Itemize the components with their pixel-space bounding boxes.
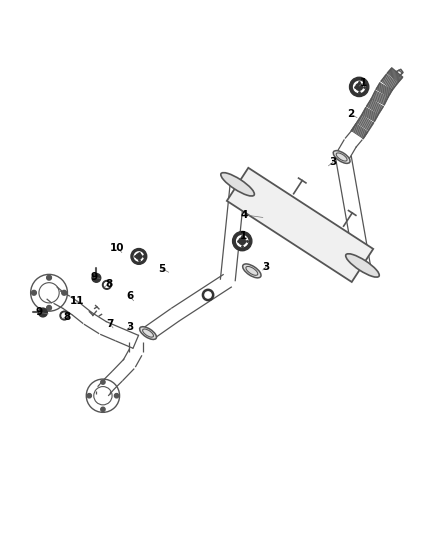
Text: 1: 1 <box>240 231 247 241</box>
Ellipse shape <box>346 254 379 277</box>
Circle shape <box>62 290 67 295</box>
Circle shape <box>87 393 92 398</box>
Ellipse shape <box>333 151 350 164</box>
Text: 5: 5 <box>159 264 166 273</box>
Circle shape <box>101 407 105 411</box>
Circle shape <box>39 308 47 317</box>
Circle shape <box>102 280 111 289</box>
Circle shape <box>136 254 141 259</box>
Circle shape <box>205 292 211 298</box>
Circle shape <box>239 238 246 245</box>
Circle shape <box>32 290 36 295</box>
Circle shape <box>101 380 105 384</box>
Ellipse shape <box>243 264 261 278</box>
Text: 2: 2 <box>347 109 354 119</box>
Circle shape <box>60 311 69 320</box>
Circle shape <box>47 305 51 310</box>
Circle shape <box>104 282 110 287</box>
Circle shape <box>350 77 369 96</box>
Text: 4: 4 <box>241 210 248 220</box>
Text: 9: 9 <box>91 272 98 282</box>
Circle shape <box>114 393 119 398</box>
Text: 1: 1 <box>360 77 367 87</box>
Text: 10: 10 <box>110 243 125 253</box>
Ellipse shape <box>140 327 156 340</box>
Text: 11: 11 <box>69 296 84 305</box>
Text: 3: 3 <box>126 322 133 332</box>
Text: 8: 8 <box>105 279 112 289</box>
Circle shape <box>131 248 147 264</box>
Circle shape <box>62 313 67 318</box>
Circle shape <box>237 236 248 247</box>
Text: 3: 3 <box>263 262 270 271</box>
Circle shape <box>353 82 365 93</box>
Polygon shape <box>227 168 373 282</box>
Circle shape <box>356 84 363 90</box>
Text: 7: 7 <box>107 319 114 329</box>
Text: 3: 3 <box>329 157 336 167</box>
Text: 9: 9 <box>36 308 43 318</box>
Circle shape <box>47 276 51 280</box>
Circle shape <box>134 252 143 261</box>
Circle shape <box>202 289 214 301</box>
Text: 8: 8 <box>63 312 70 322</box>
Circle shape <box>233 231 252 251</box>
Text: 6: 6 <box>126 291 133 301</box>
Circle shape <box>92 273 101 282</box>
Ellipse shape <box>221 173 254 196</box>
